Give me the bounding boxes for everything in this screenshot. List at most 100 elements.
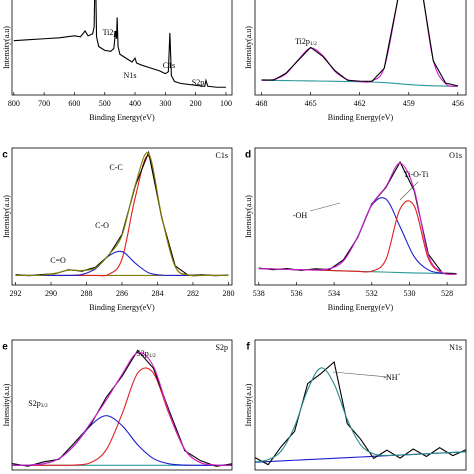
annotation-text: N1s [124, 71, 137, 80]
x-tick-label: 528 [441, 289, 453, 298]
panel-title: N1s [449, 343, 462, 352]
annotation-text: S2p [136, 349, 148, 358]
x-tick-label: 462 [354, 99, 366, 108]
panel-title: S2p [216, 343, 228, 352]
annotation-subscript: 3/2 [41, 403, 48, 409]
y-axis-label: Intensity(a.u) [244, 26, 253, 69]
y-axis-label: Intensity(a.u) [2, 26, 11, 69]
spectrum-line [261, 0, 458, 87]
panel: Intensity(a.u) f N1s -NH+ [244, 339, 467, 471]
peak-annotation: C-C [109, 163, 122, 172]
annotation-text: C-O [95, 221, 109, 230]
peak-annotation: Ti2p [103, 28, 118, 37]
peak-annotation: C1s [163, 61, 175, 70]
peak-annotation: C=O [50, 256, 66, 265]
panel-letter: d [245, 150, 251, 161]
spectrum-line [12, 349, 232, 467]
x-axis-label: Binding Energy(eV) [89, 113, 155, 122]
plot-frame [11, 0, 233, 96]
x-tick-label: 538 [253, 289, 265, 298]
x-tick-label: 459 [403, 99, 415, 108]
panel: 292 290 288 286 284 282 280 Binding Energy(eV) I… [2, 147, 234, 312]
x-tick-label: 468 [256, 99, 268, 108]
x-tick-label: 288 [81, 289, 93, 298]
annotation-subscript: 1/2 [310, 41, 317, 47]
x-axis-label: Binding Energy(eV) [89, 303, 155, 312]
x-tick-label: 456 [452, 99, 464, 108]
x-tick-label: 284 [151, 289, 163, 298]
panel-letter: c [2, 150, 8, 161]
x-tick-label: 532 [366, 289, 378, 298]
x-axis-label: Binding Energy(eV) [328, 303, 394, 312]
x-tick-label: 100 [220, 99, 232, 108]
x-tick-label: 800 [8, 99, 20, 108]
peak-annotation: -NH+ [383, 372, 400, 382]
peak-annotation: S2p1/2 [136, 349, 156, 359]
x-tick-label: 600 [68, 99, 80, 108]
x-tick-label: 465 [305, 99, 317, 108]
spectrum-line [12, 367, 232, 466]
x-tick-label: 500 [99, 99, 111, 108]
x-tick-label: 536 [290, 289, 302, 298]
plot-frame [11, 339, 233, 471]
leader-line [399, 181, 419, 201]
plot-area [12, 349, 232, 467]
panel: 800 700 600 500 400 300 200 100 Binding Energy(e… [2, 0, 233, 122]
y-axis-label: Intensity(a.u) [2, 195, 11, 238]
plot-frame [254, 147, 467, 286]
plot-area [258, 160, 457, 275]
y-axis-label: Intensity(a.u) [244, 383, 253, 426]
x-tick-label: 280 [222, 289, 234, 298]
x-axis-label: Binding Energy(eV) [328, 113, 394, 122]
annotation-text: Ti2p [295, 37, 310, 46]
peak-annotation: Ti-O-Ti [404, 170, 430, 179]
annotation-superscript: + [398, 372, 401, 378]
y-axis-label: Intensity(a.u) [244, 195, 253, 238]
x-tick-label: 300 [159, 99, 171, 108]
annotation-text: S2p [192, 78, 204, 87]
panel-letter: f [246, 342, 250, 353]
spectrum-line [255, 360, 466, 466]
plot-area [13, 0, 226, 88]
spectrum-line [12, 415, 232, 466]
x-tick-label: 282 [187, 289, 199, 298]
annotation-text: C=O [50, 256, 66, 265]
annotation-subscript: 1/2 [149, 353, 156, 359]
spectrum-line [261, 0, 458, 87]
x-tick-label: 290 [45, 289, 57, 298]
peak-annotation: C-O [95, 221, 109, 230]
annotation-text: Ti-O-Ti [404, 170, 430, 179]
x-tick-label: 700 [38, 99, 50, 108]
plot-frame [254, 339, 467, 471]
spectrum-line [15, 155, 229, 277]
spectrum-line [258, 162, 457, 275]
annotation-text: C1s [163, 61, 175, 70]
annotation-text: C-C [109, 163, 122, 172]
leader-line [309, 202, 341, 212]
leader-line [332, 371, 389, 378]
plot-area [255, 360, 466, 466]
annotation-text: S2p [28, 399, 40, 408]
panel-title: C1s [216, 151, 228, 160]
x-tick-label: 200 [190, 99, 202, 108]
spectrum-line [15, 152, 229, 277]
peak-annotation: S2p3/2 [28, 399, 48, 409]
panel-title: O1s [449, 151, 462, 160]
plot-area [15, 150, 229, 277]
panel: 468 465 462 459 456 Binding Energy(eV) Intensi… [244, 0, 467, 122]
spectrum-line [15, 250, 229, 277]
annotation-text: -OH [293, 211, 307, 220]
x-tick-label: 534 [328, 289, 340, 298]
peak-annotation: Ti2p1/2 [295, 37, 317, 47]
panel: 538 536 534 532 530 528 Binding Energy(eV) Inte… [244, 147, 467, 312]
spectrum-line [12, 351, 232, 466]
peak-annotation: -OH [293, 211, 307, 220]
x-tick-label: 400 [129, 99, 141, 108]
peak-annotation: S2p [192, 78, 204, 87]
spectrum-line [13, 0, 226, 88]
plot-area [261, 0, 458, 87]
x-tick-label: 286 [116, 289, 128, 298]
